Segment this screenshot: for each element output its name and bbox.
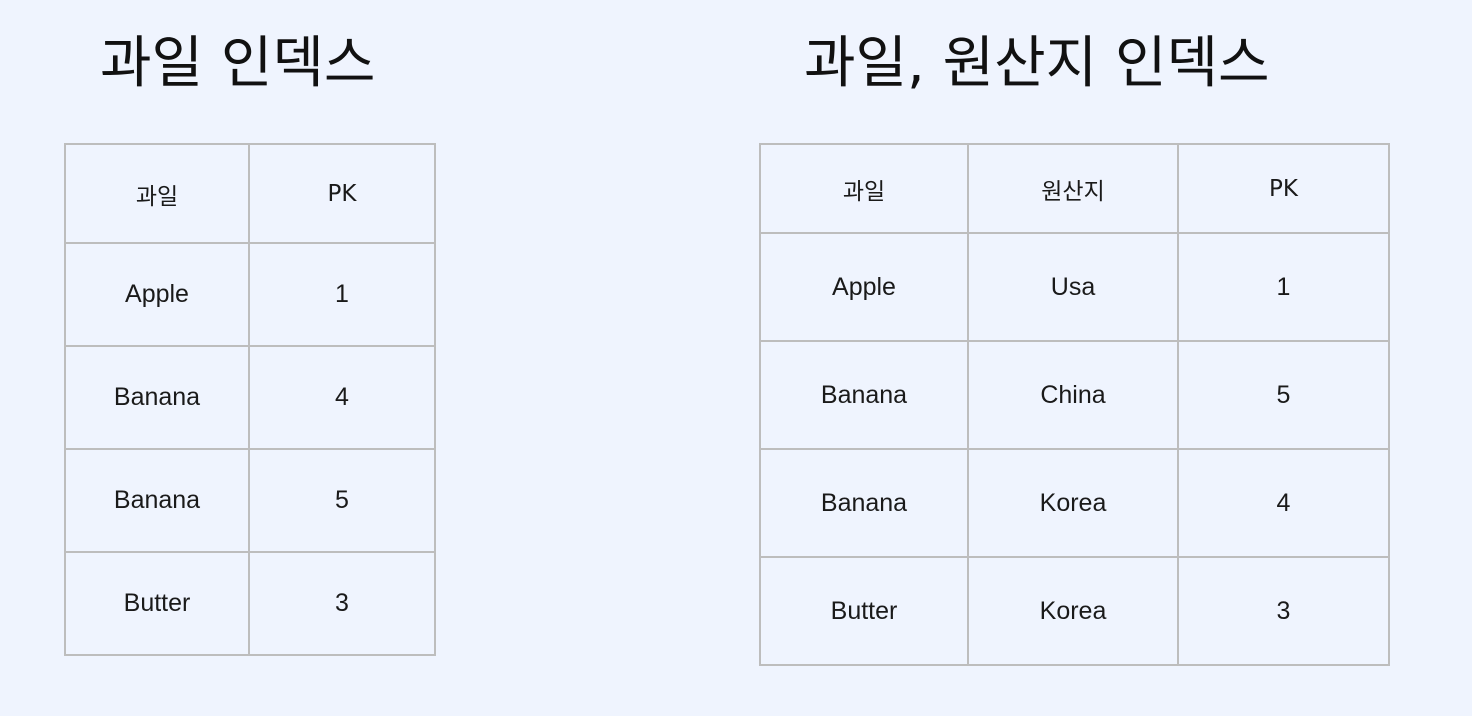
column-header-fruit: 과일 — [759, 143, 969, 234]
cell-origin: Korea — [967, 448, 1179, 558]
cell-fruit: Apple — [64, 242, 250, 347]
table-header-row: 과일 원산지 PK — [759, 143, 1390, 234]
table-row: Butter Korea 3 — [759, 556, 1390, 666]
column-header-fruit: 과일 — [64, 143, 250, 244]
cell-fruit: Banana — [64, 345, 250, 450]
table-row: Banana 5 — [64, 448, 436, 553]
table-row: Banana China 5 — [759, 340, 1390, 450]
table-row: Apple Usa 1 — [759, 232, 1390, 342]
table-header-row: 과일 PK — [64, 143, 436, 244]
cell-pk: 1 — [1177, 232, 1390, 342]
cell-fruit: Apple — [759, 232, 969, 342]
fruit-index-title: 과일 인덱스 — [100, 31, 376, 96]
cell-pk: 1 — [248, 242, 436, 347]
column-header-origin: 원산지 — [967, 143, 1179, 234]
table-row: Butter 3 — [64, 551, 436, 656]
cell-pk: 3 — [1177, 556, 1390, 666]
column-header-pk: PK — [1177, 143, 1390, 234]
table-row: Banana Korea 4 — [759, 448, 1390, 558]
cell-pk: 4 — [248, 345, 436, 450]
cell-fruit: Banana — [759, 340, 969, 450]
cell-fruit: Banana — [759, 448, 969, 558]
column-header-pk: PK — [248, 143, 436, 244]
cell-pk: 5 — [1177, 340, 1390, 450]
fruit-origin-index-title: 과일, 원산지 인덱스 — [804, 31, 1270, 96]
cell-origin: Korea — [967, 556, 1179, 666]
cell-origin: Usa — [967, 232, 1179, 342]
table-row: Apple 1 — [64, 242, 436, 347]
cell-pk: 4 — [1177, 448, 1390, 558]
fruit-index-table: 과일 PK Apple 1 Banana 4 Banana 5 Butter 3 — [64, 143, 436, 656]
fruit-origin-index-table: 과일 원산지 PK Apple Usa 1 Banana China 5 Ban… — [759, 143, 1390, 666]
cell-fruit: Butter — [759, 556, 969, 666]
cell-pk: 3 — [248, 551, 436, 656]
cell-origin: China — [967, 340, 1179, 450]
table-row: Banana 4 — [64, 345, 436, 450]
cell-fruit: Butter — [64, 551, 250, 656]
cell-fruit: Banana — [64, 448, 250, 553]
cell-pk: 5 — [248, 448, 436, 553]
